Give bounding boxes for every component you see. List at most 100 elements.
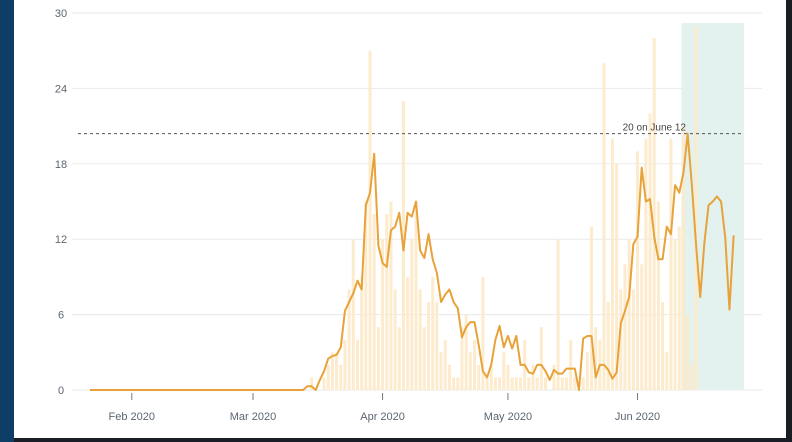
bar: [385, 214, 389, 390]
bar: [531, 364, 535, 390]
bar: [631, 289, 635, 390]
x-tick-label: Feb 2020: [109, 411, 155, 423]
bar: [351, 239, 355, 390]
bar: [569, 339, 573, 390]
bar: [506, 364, 510, 390]
bar: [556, 239, 560, 390]
bar: [694, 25, 698, 391]
daily-cases-chart: 20 on June 12 0 6 12 18 24 30 Feb 2020 Mar 202…: [55, 8, 762, 423]
bar: [585, 352, 589, 390]
y-tick-label: 18: [55, 159, 67, 171]
bar: [364, 201, 368, 390]
bar: [389, 201, 393, 390]
bar: [326, 364, 330, 390]
y-tick-label: 30: [55, 8, 67, 20]
bar: [636, 151, 640, 390]
bar: [468, 352, 472, 390]
bar: [606, 302, 610, 390]
bar: [535, 377, 539, 390]
bar: [539, 327, 543, 390]
bar: [443, 339, 447, 390]
bar: [619, 289, 623, 390]
bar: [514, 377, 518, 390]
bar: [510, 377, 514, 390]
bar: [330, 352, 334, 390]
bar: [418, 289, 422, 390]
bar: [594, 327, 598, 390]
bar: [690, 364, 694, 390]
bar: [573, 377, 577, 390]
bar: [456, 377, 460, 390]
bar: [473, 339, 477, 390]
bar: [360, 276, 364, 390]
bar: [493, 377, 497, 390]
reference-label: 20 on June 12: [623, 123, 687, 134]
bar: [335, 352, 339, 390]
bar: [414, 201, 418, 390]
bar: [661, 302, 665, 390]
bar: [627, 239, 631, 390]
bar: [552, 364, 556, 390]
bar: [656, 201, 660, 390]
bar: [590, 226, 594, 390]
bar: [498, 377, 502, 390]
bar: [481, 276, 485, 390]
bar: [368, 50, 372, 390]
bar: [393, 289, 397, 390]
bar: [439, 352, 443, 390]
bar: [422, 327, 426, 390]
bar: [644, 138, 648, 390]
y-axis-ticks: 0 6 12 18 24 30: [55, 8, 67, 397]
bar: [669, 138, 673, 390]
bar: [652, 38, 656, 391]
x-axis-ticks: Feb 2020 Mar 2020 Apr 2020 May 2020 Jun 2020: [109, 393, 660, 423]
bar: [322, 377, 326, 390]
bar: [544, 377, 548, 390]
bar: [610, 138, 614, 390]
chart-panel: 20 on June 12 0 6 12 18 24 30 Feb 2020 Mar 202…: [14, 0, 786, 438]
bar: [410, 239, 414, 390]
x-tick-label: Apr 2020: [360, 411, 405, 423]
bar: [686, 314, 690, 390]
bar: [397, 327, 401, 390]
bar: [435, 302, 439, 390]
bar: [615, 163, 619, 390]
bar: [381, 239, 385, 390]
bar: [564, 377, 568, 390]
y-tick-label: 24: [55, 83, 67, 95]
bar-series: [310, 25, 698, 391]
bar: [527, 377, 531, 390]
x-tick-label: Jun 2020: [615, 411, 660, 423]
highlight-band: [681, 23, 745, 390]
bar: [648, 113, 652, 391]
bar: [310, 377, 314, 390]
bar: [560, 377, 564, 390]
bar: [485, 377, 489, 390]
y-tick-label: 6: [58, 310, 64, 322]
bar: [452, 377, 456, 390]
bar: [339, 364, 343, 390]
bar: [372, 214, 376, 390]
bar: [489, 364, 493, 390]
bar: [347, 289, 351, 390]
y-tick-label: 0: [58, 385, 64, 397]
bar: [640, 264, 644, 390]
bar: [681, 126, 685, 390]
bar: [406, 276, 410, 390]
bar: [376, 327, 380, 390]
bar: [677, 226, 681, 390]
bar: [602, 63, 606, 391]
bar: [623, 264, 627, 390]
bar: [581, 377, 585, 390]
bar: [502, 352, 506, 390]
bar: [673, 239, 677, 390]
bar: [477, 364, 481, 390]
x-tick-label: Mar 2020: [230, 411, 276, 423]
bar: [464, 314, 468, 390]
bar: [460, 327, 464, 390]
bar: [447, 364, 451, 390]
x-tick-label: May 2020: [484, 411, 532, 423]
y-tick-label: 12: [55, 234, 67, 246]
bar: [431, 276, 435, 390]
bar: [343, 339, 347, 390]
